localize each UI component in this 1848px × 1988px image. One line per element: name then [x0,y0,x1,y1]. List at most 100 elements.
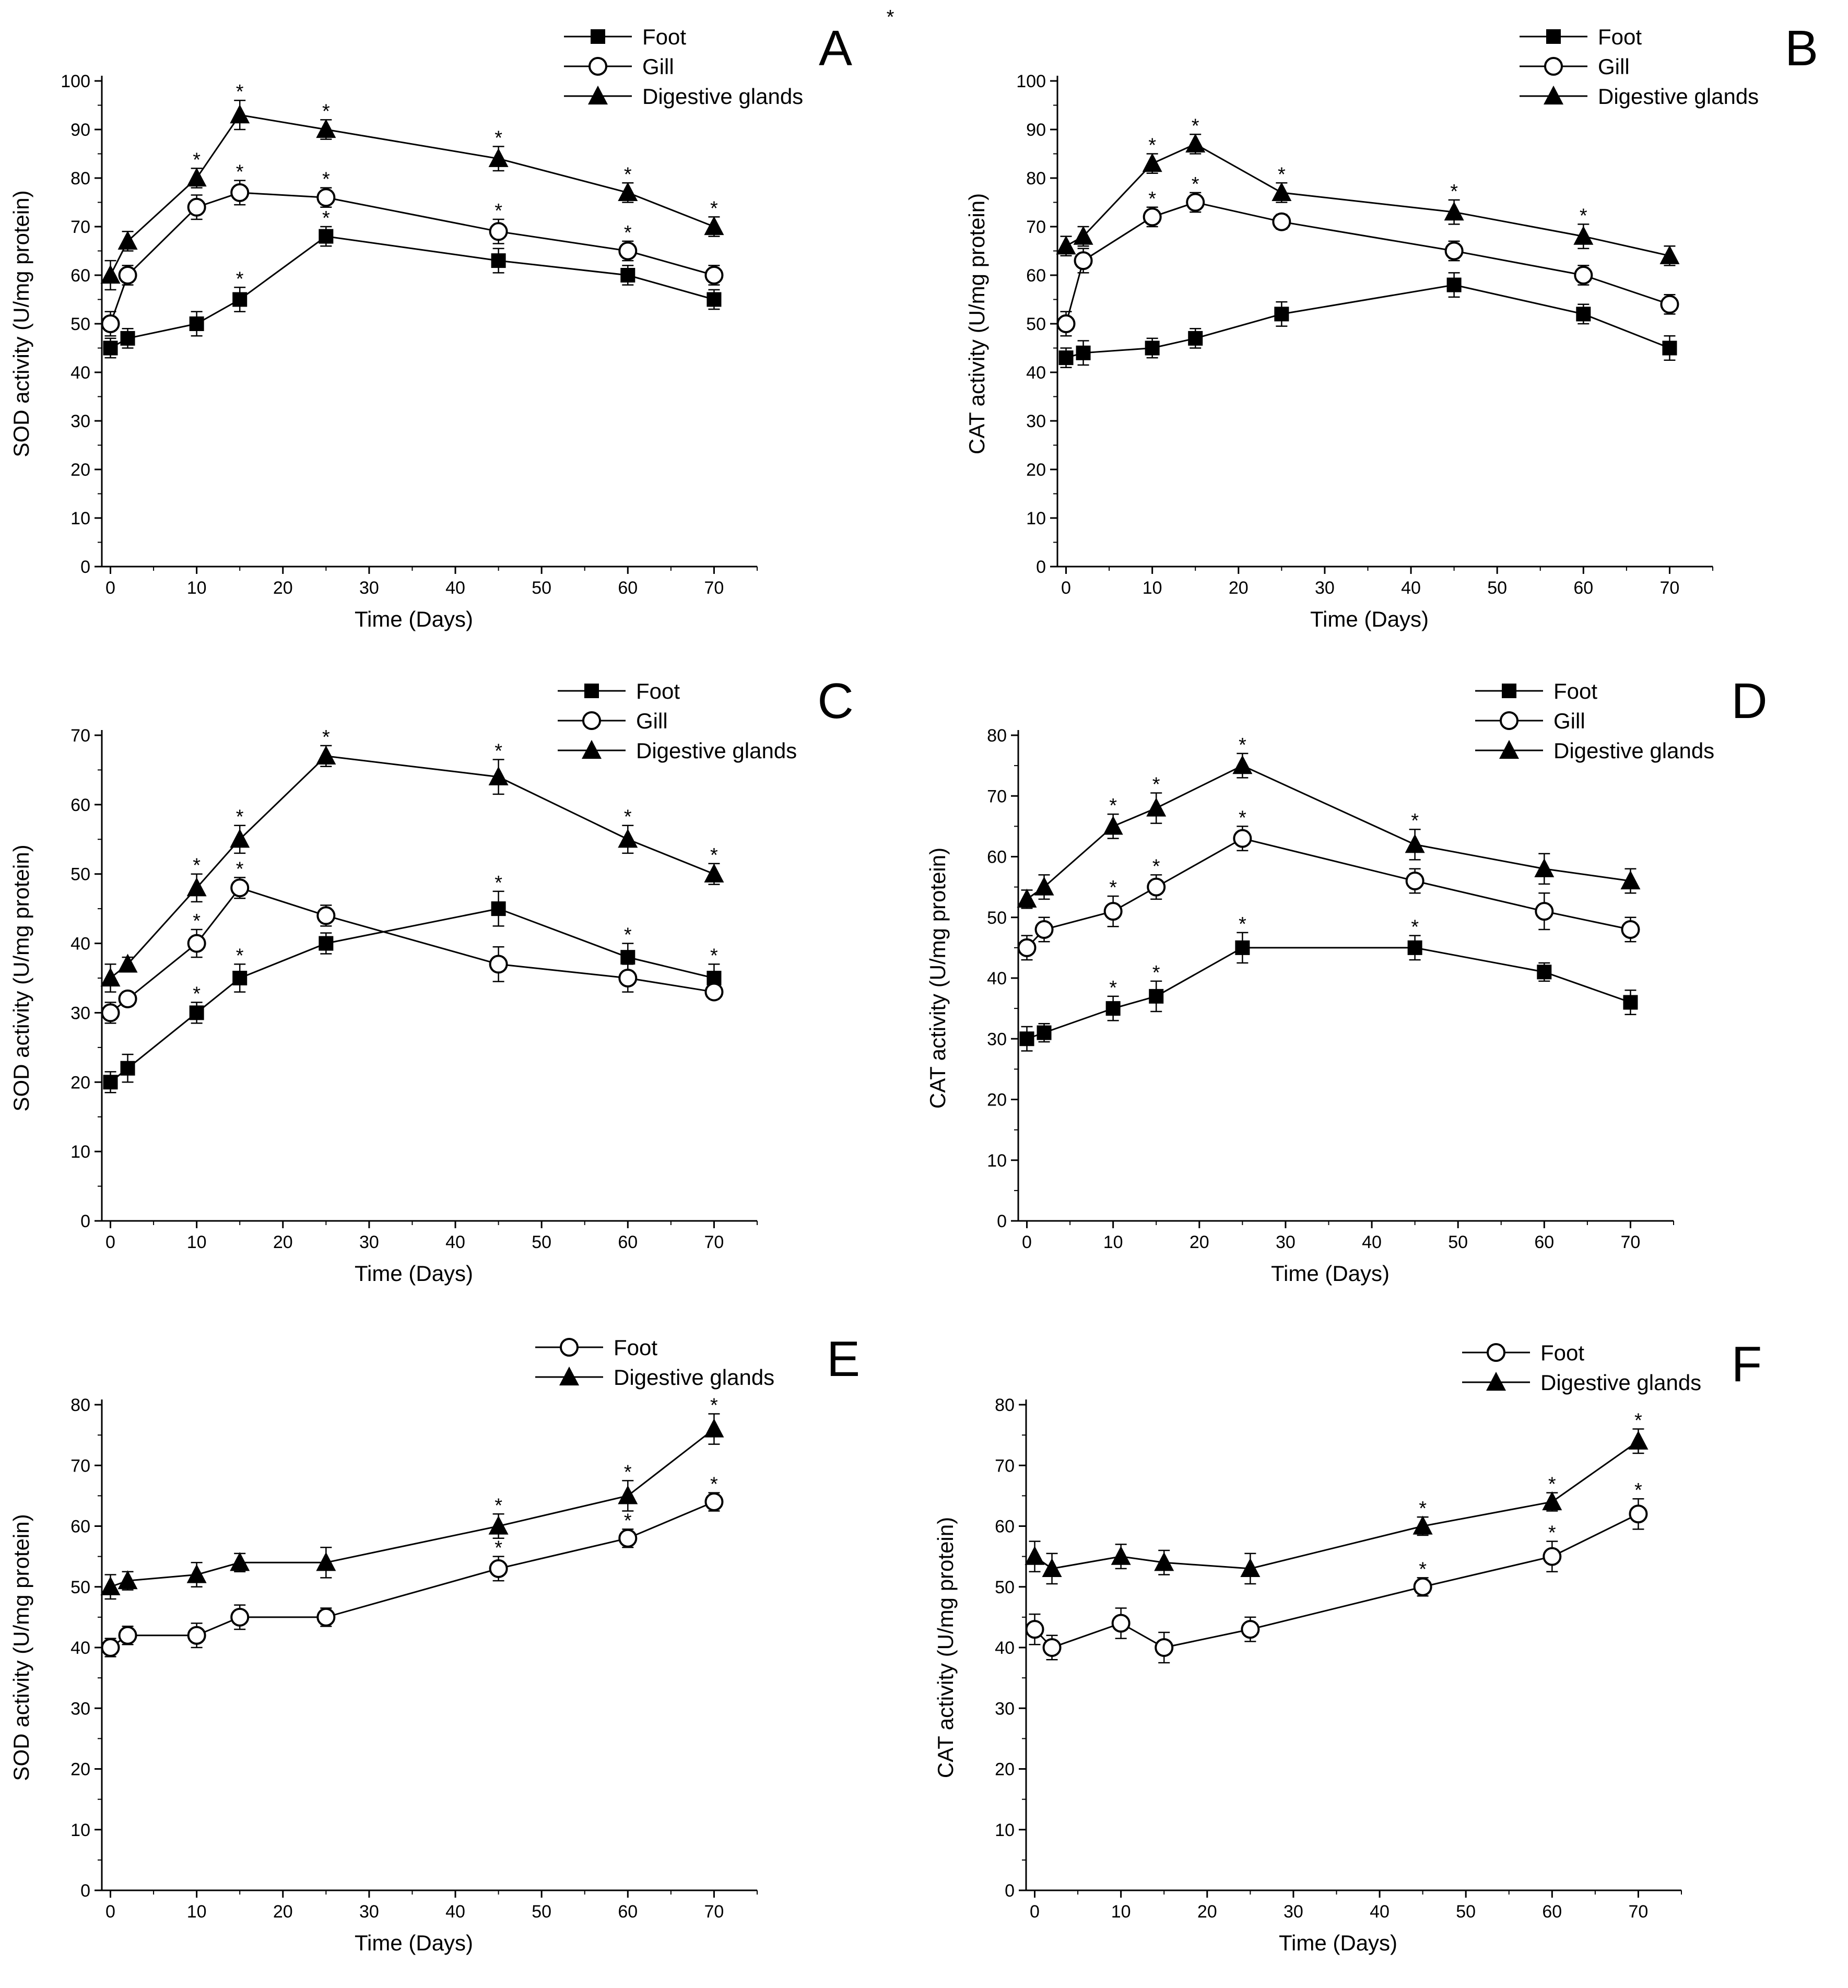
legend-label: Foot [614,1335,657,1360]
y-tick-label: 70 [70,217,90,237]
y-tick-label: 60 [70,1517,90,1537]
data-point [316,1552,336,1571]
x-tick-label: 20 [273,1232,293,1252]
data-point [1111,1546,1131,1565]
y-tick-label: 40 [70,1638,90,1658]
y-tick-label: 0 [1036,557,1046,577]
x-tick-label: 20 [1229,578,1249,598]
significance-star: * [624,163,632,185]
legend-label: Digestive glands [636,738,797,763]
chart-panel-f: 0 10 20 30 40 50 60 70 80 0 10 20 30 40 50 60 70 Time (Da… [933,1336,1762,1955]
y-tick-label: 60 [70,266,90,286]
data-point [704,266,724,285]
data-point [1233,829,1252,848]
significance-star: * [624,924,632,946]
data-point [1240,1558,1261,1577]
x-tick-label: 70 [704,1232,724,1252]
significance-star: * [624,1510,632,1532]
data-point [118,1626,137,1645]
data-point [101,1003,120,1022]
y-tick-label: 50 [1026,314,1046,334]
y-tick-label: 70 [995,1456,1015,1476]
data-point [1017,888,1037,908]
y-tick-label: 20 [1026,460,1046,480]
data-point [101,314,120,333]
data-point [1056,314,1076,333]
x-axis-title: Time (Days) [1310,607,1429,631]
significance-star: * [1148,188,1156,210]
data-point [704,982,724,1002]
series-digestive-glands: * * * [100,1394,724,1600]
panel-label: B [1785,20,1818,76]
data-point [1444,202,1464,221]
data-point [704,1492,724,1511]
legend-label: Foot [642,25,686,49]
data-point [1025,1620,1044,1639]
significance-star: * [1152,855,1160,877]
chart-panel-a: 0 10 20 30 40 50 60 70 80 90 100 0 10 20 30 40 50 60 70 Tim… [9,6,894,631]
y-tick-label: 40 [1026,363,1046,383]
significance-star: * [495,1495,502,1516]
data-point [120,331,135,346]
data-point [1405,834,1425,853]
series-line [110,1501,715,1649]
data-point [186,877,207,897]
data-point [1186,193,1205,212]
data-point [1142,153,1162,172]
data-point [1272,212,1291,231]
x-tick-label: 40 [1401,578,1421,598]
data-point [489,955,508,974]
chart-panel-e: 0 10 20 30 40 50 60 70 80 0 10 20 30 40 50 60 70 Time (Da… [9,1331,860,1955]
legend-marker [584,684,599,698]
data-point [117,954,138,973]
significance-star: * [1192,115,1199,137]
x-tick-label: 50 [1456,1902,1476,1922]
panel-label: A [819,20,852,76]
legend: Foot Gill Digestive glands [558,679,797,763]
y-tick-label: 90 [1026,120,1046,140]
data-point [316,188,336,207]
legend-label: Digestive glands [614,1365,774,1390]
data-point [1111,1614,1131,1633]
data-point [117,1570,138,1590]
x-tick-label: 10 [1143,578,1162,598]
series-foot: ** [103,207,722,359]
x-tick-label: 50 [532,578,551,598]
data-point [189,316,204,331]
y-tick-label: 50 [70,865,90,885]
data-point [1073,226,1093,245]
data-point [1413,1577,1432,1596]
data-point [1058,350,1074,366]
series-digestive-glands: * * * * [1017,734,1641,909]
legend-marker [1502,684,1516,698]
data-point [488,766,509,785]
x-axis-title: Time (Days) [355,1261,473,1286]
data-point [618,969,638,987]
x-tick-label: 50 [1487,578,1507,598]
legend-label: Digestive glands [1540,1370,1701,1395]
data-point [103,1075,118,1090]
y-tick-label: 10 [70,1820,90,1840]
x-tick-label: 10 [187,578,207,598]
data-point [187,197,206,217]
y-tick-label: 50 [987,908,1007,928]
data-point [1145,340,1160,356]
data-point [491,901,506,916]
data-point [1662,340,1677,356]
significance-star: * [495,872,502,894]
significance-star: * [236,858,244,880]
series-line [110,908,714,1083]
data-point [1659,245,1680,264]
y-tick-label: 0 [997,1211,1007,1231]
legend-marker [1499,739,1519,759]
x-tick-label: 40 [445,1232,465,1252]
x-tick-label: 40 [1362,1232,1382,1252]
significance-star: * [1109,877,1117,899]
y-tick-label: 90 [70,120,90,140]
y-tick-label: 10 [987,1151,1007,1171]
x-tick-label: 60 [1534,1232,1554,1252]
data-point [1444,241,1464,261]
data-point [618,182,638,201]
data-point [1074,251,1093,270]
legend-label: Gill [1553,709,1585,733]
